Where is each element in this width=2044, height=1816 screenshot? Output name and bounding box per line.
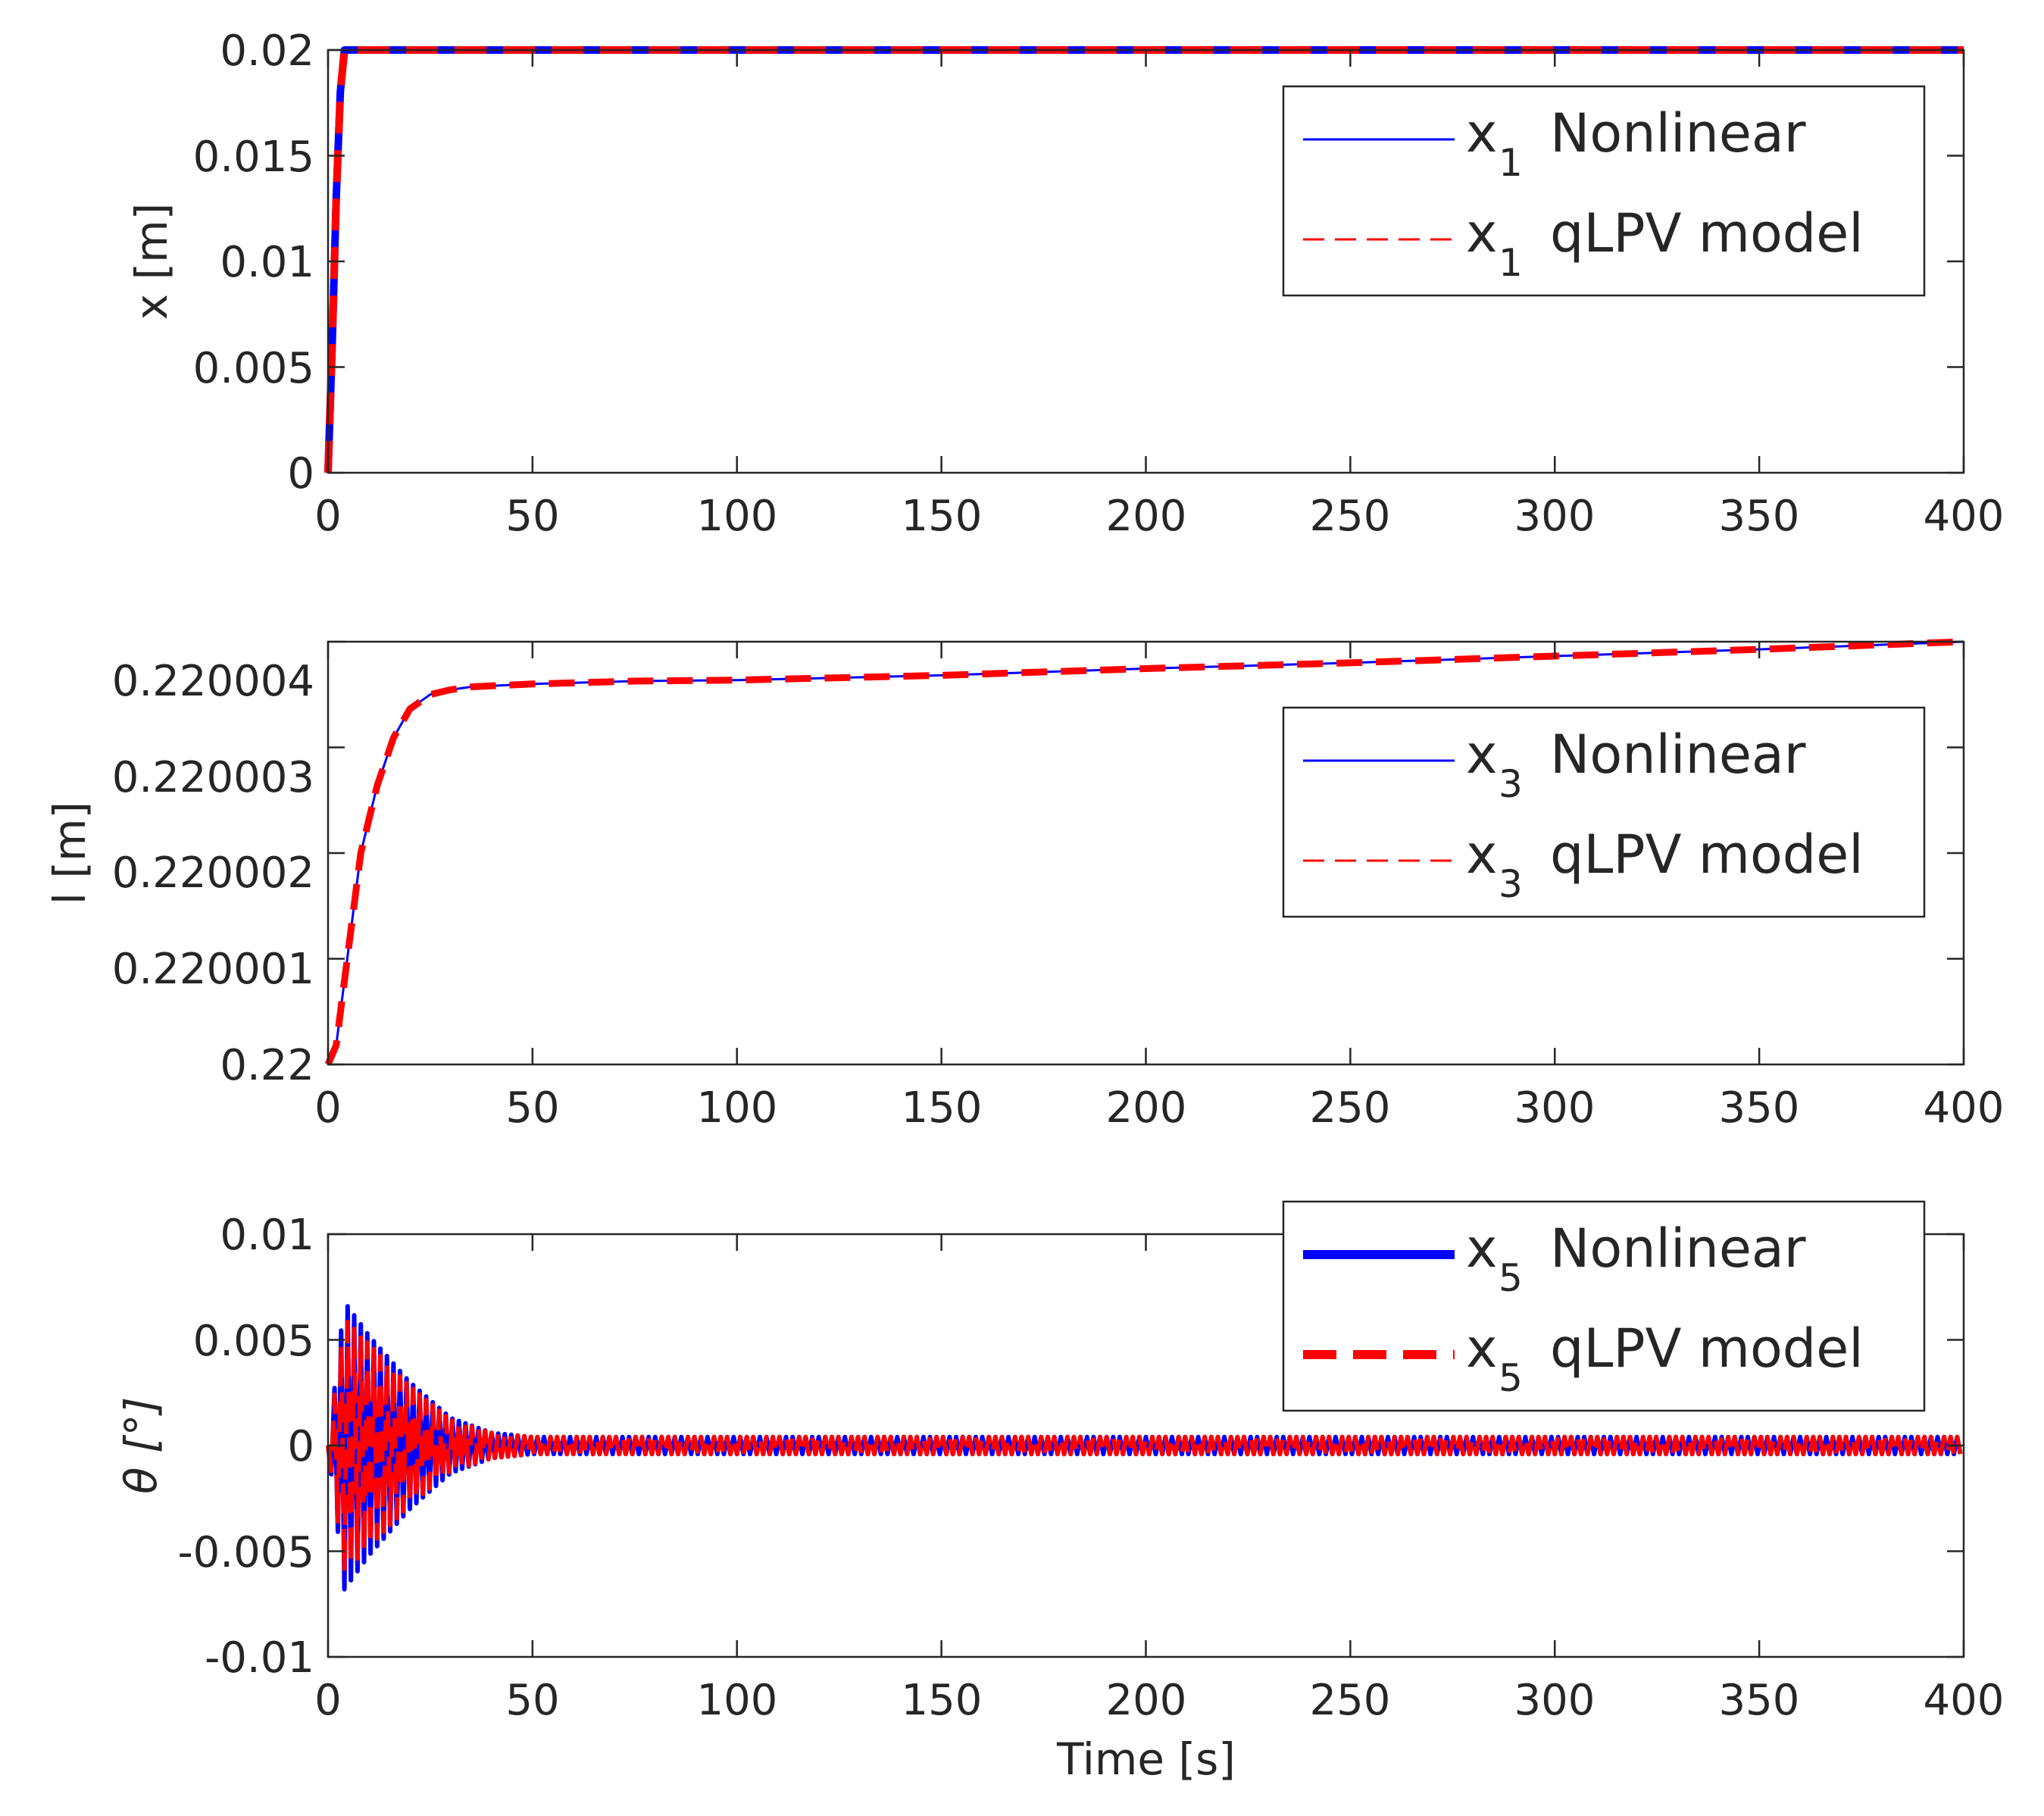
x-tick-label: 0: [314, 1083, 342, 1133]
x-tick-label: 400: [1924, 492, 2005, 541]
legend-name: qLPV model: [1550, 824, 1864, 886]
legend-box: [1282, 706, 1926, 918]
x-tick-label: 300: [1514, 492, 1596, 541]
x-tick-label: 0: [314, 492, 342, 541]
legend-var: x: [1466, 724, 1497, 786]
y-tick-label: 0.015: [193, 133, 314, 182]
legend-name: qLPV model: [1550, 202, 1864, 264]
y-tick-label: 0.220001: [112, 945, 314, 994]
legend-var: x: [1466, 1317, 1497, 1380]
y-tick-label: 0.005: [193, 1317, 314, 1366]
subplot-2-legend: x 3 Nonlinear x 3 qLPV model: [1282, 706, 1926, 918]
subplot-1-y-axis-label: x [m]: [126, 203, 177, 320]
subplot-1-y-tick-labels: 0 0.005 0.01 0.015 0.02: [193, 27, 314, 499]
subplot-1-x1: 0 0.005 0.01 0.015 0.02 0 50 100 150 200…: [126, 27, 2004, 541]
y-tick-label: 0.220002: [112, 849, 314, 898]
x-tick-label: 350: [1719, 1083, 1800, 1133]
y-tick-label: 0: [287, 449, 314, 499]
x-tick-label: 0: [314, 1676, 342, 1725]
legend-var: x: [1466, 202, 1497, 264]
subplot-3-x-axis-label: Time [s]: [1056, 1733, 1236, 1785]
x-tick-label: 200: [1106, 1676, 1187, 1725]
y-tick-label: 0: [287, 1422, 314, 1471]
legend-name: qLPV model: [1550, 1317, 1864, 1380]
subplot-2-ticks: [327, 640, 1965, 1066]
legend-sub: 1: [1499, 141, 1523, 185]
subplot-3-x5: -0.01 -0.005 0 0.005 0.01 0 50 100 150 2…: [115, 1200, 2004, 1785]
subplot-3-legend: x 5 Nonlinear x 5 qLPV model: [1282, 1200, 1926, 1412]
x-tick-label: 150: [902, 492, 983, 541]
legend-sub: 3: [1499, 762, 1523, 806]
x-tick-label: 100: [697, 492, 778, 541]
legend-sub: 5: [1499, 1256, 1523, 1300]
x-tick-label: 350: [1719, 1676, 1800, 1725]
x-tick-label: 300: [1514, 1676, 1596, 1725]
x-tick-label: 150: [902, 1083, 983, 1133]
x-tick-label: 50: [505, 1676, 559, 1725]
x-tick-label: 200: [1106, 1083, 1187, 1133]
x-tick-label: 100: [697, 1676, 778, 1725]
x-tick-label: 250: [1310, 1083, 1391, 1133]
y-tick-label: -0.01: [205, 1633, 314, 1683]
y-tick-label: 0.005: [193, 344, 314, 393]
legend-name: Nonlinear: [1550, 102, 1806, 164]
subplot-2-plot-area: [324, 638, 1964, 1066]
x-tick-label: 250: [1310, 1676, 1391, 1725]
legend-var: x: [1466, 824, 1497, 886]
subplot-3-y-axis-label: θ [°]: [115, 1397, 167, 1494]
subplot-1-x-tick-labels: 0 50 100 150 200 250 300 350 400: [314, 492, 2004, 541]
y-tick-label: 0.22: [220, 1041, 314, 1090]
legend-name: Nonlinear: [1550, 724, 1806, 786]
legend-sub: 5: [1499, 1356, 1523, 1400]
subplot-2-y-tick-labels: 0.22 0.220001 0.220002 0.220003 0.220004: [112, 657, 314, 1090]
legend-box: [1282, 85, 1926, 297]
subplot-2-x3: 0.22 0.220001 0.220002 0.220003 0.220004…: [44, 638, 2004, 1133]
y-tick-label: -0.005: [177, 1528, 314, 1577]
x-tick-label: 100: [697, 1083, 778, 1133]
legend-sub: 3: [1499, 862, 1523, 906]
subplot-1-legend: x 1 Nonlinear x 1 qLPV model: [1282, 85, 1926, 297]
x-tick-label: 400: [1924, 1083, 2005, 1133]
x-tick-label: 250: [1310, 492, 1391, 541]
y-tick-label: 0.02: [220, 27, 314, 76]
x-tick-label: 50: [505, 492, 559, 541]
legend-var: x: [1466, 1217, 1497, 1280]
subplot-3-x-tick-labels: 0 50 100 150 200 250 300 350 400: [314, 1676, 2004, 1725]
y-tick-label: 0.01: [220, 238, 314, 287]
x-tick-label: 400: [1924, 1676, 2005, 1725]
x-tick-label: 200: [1106, 492, 1187, 541]
x-tick-label: 300: [1514, 1083, 1596, 1133]
subplot-2-x-tick-labels: 0 50 100 150 200 250 300 350 400: [314, 1083, 2004, 1133]
x-tick-label: 350: [1719, 492, 1800, 541]
subplot-1-ticks: [327, 48, 1965, 474]
subplot-3-y-tick-labels: -0.01 -0.005 0 0.005 0.01: [177, 1211, 314, 1683]
y-tick-label: 0.01: [220, 1211, 314, 1260]
subplot-2-y-axis-label: l [m]: [44, 802, 95, 905]
subplot-3-plot-area: [326, 1304, 1963, 1592]
legend-var: x: [1466, 102, 1497, 164]
y-tick-label: 0.220003: [112, 753, 314, 802]
x-tick-label: 150: [902, 1676, 983, 1725]
y-tick-label: 0.220004: [112, 657, 314, 706]
series-line-qlpv: [326, 1320, 1963, 1575]
x-tick-label: 50: [505, 1083, 559, 1133]
legend-box: [1282, 1200, 1926, 1412]
legend-name: Nonlinear: [1550, 1217, 1806, 1280]
series-line-qlpv: [324, 638, 1964, 1066]
legend-sub: 1: [1499, 241, 1523, 285]
